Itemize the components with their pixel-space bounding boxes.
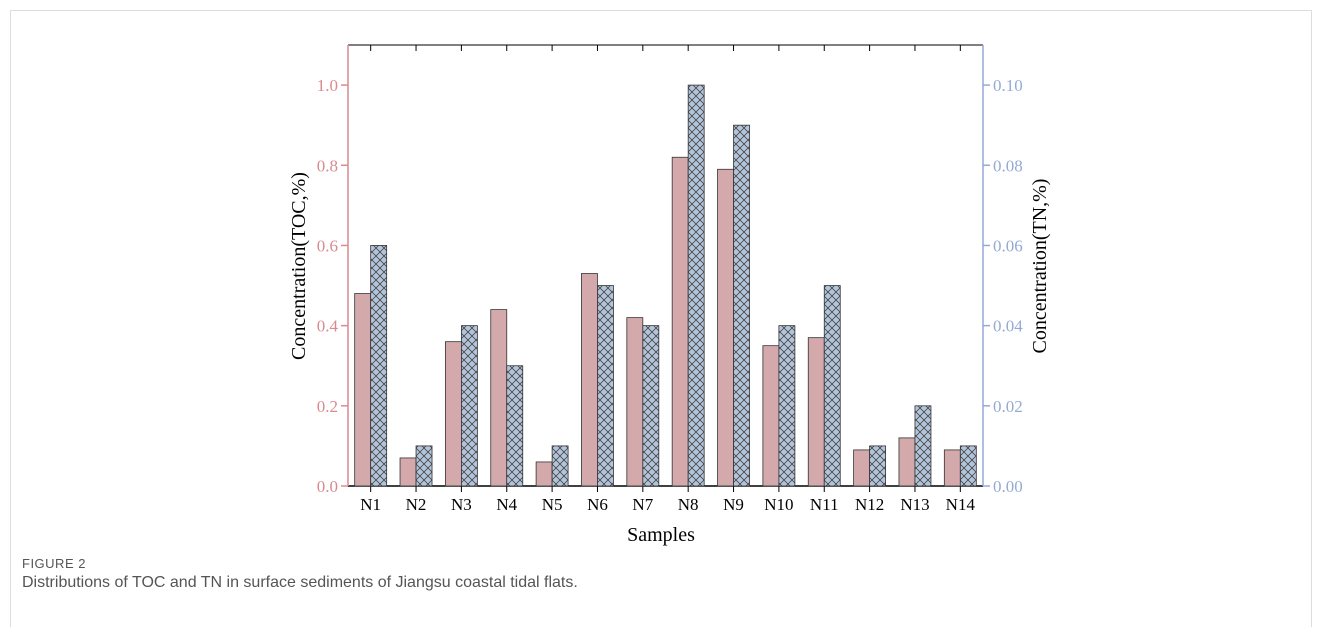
x-tick-label: N11 xyxy=(810,495,839,514)
y2-tick-label: 0.10 xyxy=(993,76,1023,95)
x-tick-label: N1 xyxy=(360,495,381,514)
bar xyxy=(914,405,932,487)
bar xyxy=(399,457,417,487)
figure-caption: Distributions of TOC and TN in surface s… xyxy=(22,574,578,591)
bar xyxy=(823,285,841,487)
x-tick-label: N2 xyxy=(406,495,427,514)
x-tick-label: N7 xyxy=(632,495,653,514)
x-tick-label: N5 xyxy=(542,495,563,514)
y-tick-label: 0.6 xyxy=(317,236,338,255)
bar xyxy=(778,325,796,487)
y-tick-label: 0.0 xyxy=(317,477,338,496)
y-tick-label: 0.8 xyxy=(317,156,338,175)
bar xyxy=(959,445,977,487)
bar xyxy=(687,84,705,487)
x-tick-label: N12 xyxy=(855,495,884,514)
bar xyxy=(535,461,553,487)
bar xyxy=(898,437,916,487)
y2-tick-label: 0.06 xyxy=(993,236,1023,255)
bar xyxy=(733,124,750,487)
bar xyxy=(415,445,433,487)
y2-axis-label: Concentration(TN,%) xyxy=(1029,179,1051,354)
bar xyxy=(460,325,478,487)
x-tick-label: N8 xyxy=(678,495,699,514)
x-tick-label: N4 xyxy=(496,495,517,514)
x-tick-label: N10 xyxy=(764,495,793,514)
y-tick-label: 0.2 xyxy=(317,397,338,416)
bar xyxy=(626,317,644,487)
x-axis-label: Samples xyxy=(627,524,695,546)
figure-frame xyxy=(10,10,1312,627)
chart: Samples Concentration(TOC,%) Concentrati… xyxy=(288,44,1051,546)
bar xyxy=(597,285,614,487)
x-tick-label: N14 xyxy=(946,495,976,514)
y2-tick-label: 0.00 xyxy=(993,477,1023,496)
x-tick-label: N3 xyxy=(451,495,472,514)
bar xyxy=(943,449,961,487)
x-tick-label: N9 xyxy=(723,495,744,514)
bar xyxy=(807,337,825,487)
bar xyxy=(444,341,462,487)
y2-tick-label: 0.02 xyxy=(993,397,1023,416)
x-tick-label: N13 xyxy=(900,495,929,514)
bar xyxy=(717,168,734,487)
y-axis-label: Concentration(TOC,%) xyxy=(288,172,310,360)
bar xyxy=(853,449,871,487)
x-tick-label: N6 xyxy=(587,495,608,514)
bar xyxy=(869,445,887,487)
bar xyxy=(490,309,508,487)
bar xyxy=(671,156,689,487)
bar xyxy=(762,345,780,487)
bar xyxy=(506,365,524,487)
y2-tick-label: 0.04 xyxy=(993,317,1023,336)
bar xyxy=(370,245,388,487)
bar xyxy=(551,445,569,487)
bar xyxy=(354,293,372,487)
bar xyxy=(581,273,598,487)
y-tick-label: 0.4 xyxy=(317,317,339,336)
y2-tick-label: 0.08 xyxy=(993,156,1023,175)
y-tick-label: 1.0 xyxy=(317,76,338,95)
bar xyxy=(642,325,660,487)
figure-label: FIGURE 2 xyxy=(22,556,86,571)
